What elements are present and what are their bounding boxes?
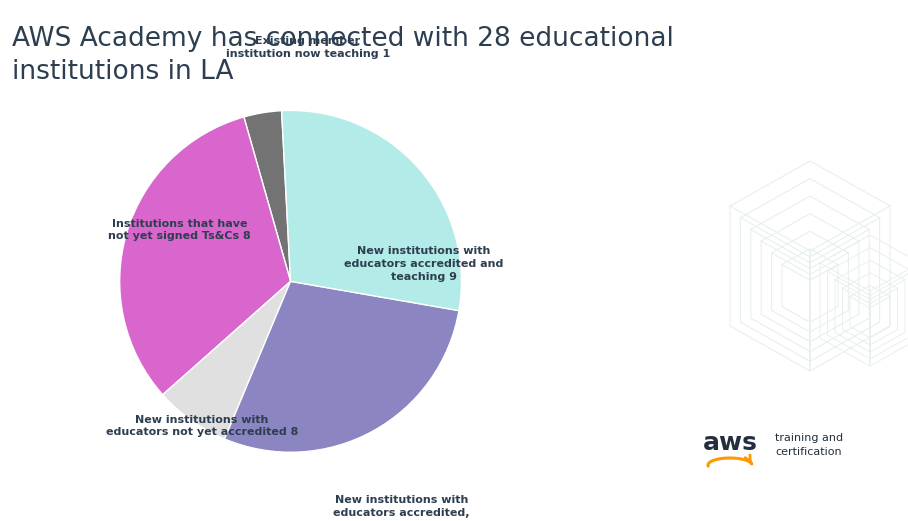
Text: New institutions with
educators not yet accredited 8: New institutions with educators not yet … [105, 415, 298, 438]
Wedge shape [244, 110, 291, 281]
Wedge shape [224, 281, 459, 452]
Text: aws: aws [703, 431, 757, 455]
Text: New institutions with
educators accredited,
not yet teaching 2: New institutions with educators accredit… [333, 495, 469, 521]
Wedge shape [120, 117, 291, 395]
Text: institutions in LA: institutions in LA [12, 59, 233, 85]
Text: Existing member
institution now teaching 1: Existing member institution now teaching… [225, 36, 390, 59]
Text: Institutions that have
not yet signed Ts&Cs 8: Institutions that have not yet signed Ts… [108, 219, 251, 241]
Wedge shape [163, 281, 291, 439]
Text: AWS Academy has connected with 28 educational: AWS Academy has connected with 28 educat… [12, 26, 674, 52]
Text: training and
certification: training and certification [775, 433, 844, 457]
Wedge shape [281, 110, 461, 311]
Text: New institutions with
educators accredited and
teaching 9: New institutions with educators accredit… [344, 246, 504, 282]
